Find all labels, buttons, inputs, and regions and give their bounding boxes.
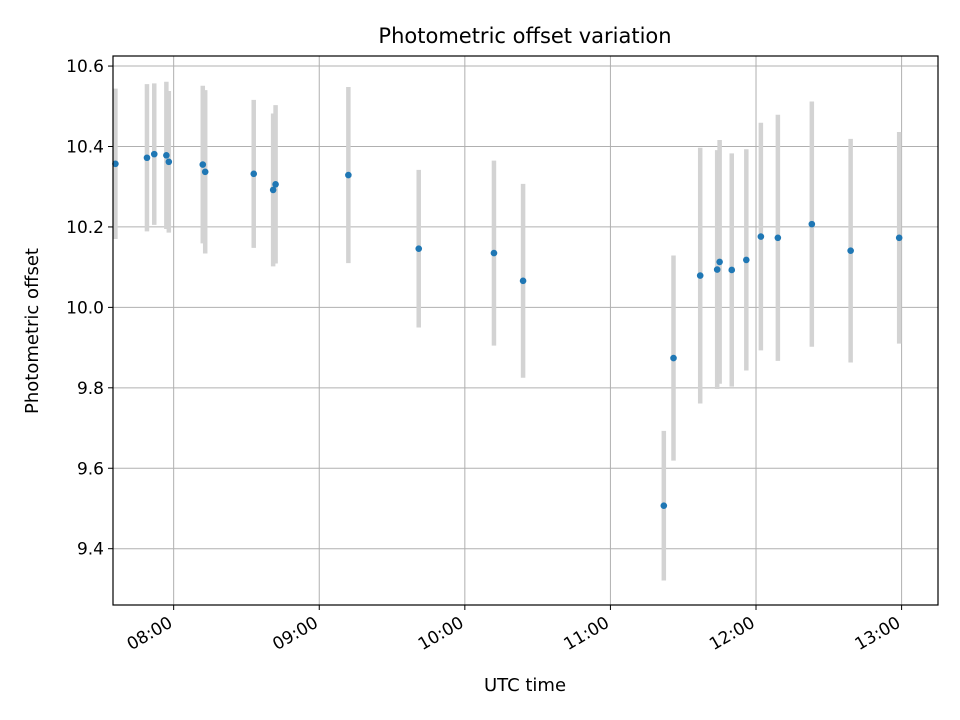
- data-point: [713, 266, 721, 273]
- data-point: [519, 277, 527, 285]
- data-point: [269, 186, 277, 194]
- data-point: [774, 234, 782, 242]
- data-point: [163, 152, 170, 159]
- y-tick-label: 9.8: [77, 379, 104, 399]
- data-point: [143, 154, 151, 162]
- data-point: [660, 502, 668, 509]
- data-point: [490, 249, 498, 257]
- chart-title: Photometric offset variation: [378, 24, 671, 48]
- data-point: [728, 266, 736, 274]
- y-tick-label: 10.2: [66, 218, 104, 238]
- grid-lines: [113, 56, 938, 605]
- data-point: [696, 272, 704, 279]
- data-point: [112, 160, 119, 168]
- y-axis-title: Photometric offset: [22, 248, 43, 414]
- data-point: [716, 258, 723, 266]
- data-point: [670, 354, 677, 362]
- data-point: [415, 245, 423, 252]
- y-tick-label: 10.0: [66, 298, 104, 318]
- y-tick-label: 10.6: [66, 57, 104, 77]
- data-point: [345, 171, 352, 179]
- data-point: [895, 234, 903, 242]
- data-point: [199, 161, 207, 168]
- data-point: [165, 158, 173, 166]
- y-tick-label: 9.6: [77, 459, 104, 479]
- data-point: [150, 150, 158, 158]
- data-point: [757, 233, 765, 240]
- data-point: [272, 181, 279, 188]
- y-tick-label: 9.4: [77, 540, 104, 560]
- y-tick-label: 10.4: [66, 137, 104, 157]
- data-point: [250, 170, 258, 178]
- plot-frame: [112, 55, 939, 606]
- data-points: [112, 150, 903, 509]
- y-axis-ticks: 9.4 9.6 9.8 10.0 10.2 10.4 10.6: [66, 57, 113, 560]
- data-point: [201, 168, 209, 176]
- data-point: [743, 256, 750, 264]
- data-point: [847, 247, 854, 254]
- data-point: [808, 220, 816, 228]
- x-axis-title: UTC time: [484, 675, 566, 696]
